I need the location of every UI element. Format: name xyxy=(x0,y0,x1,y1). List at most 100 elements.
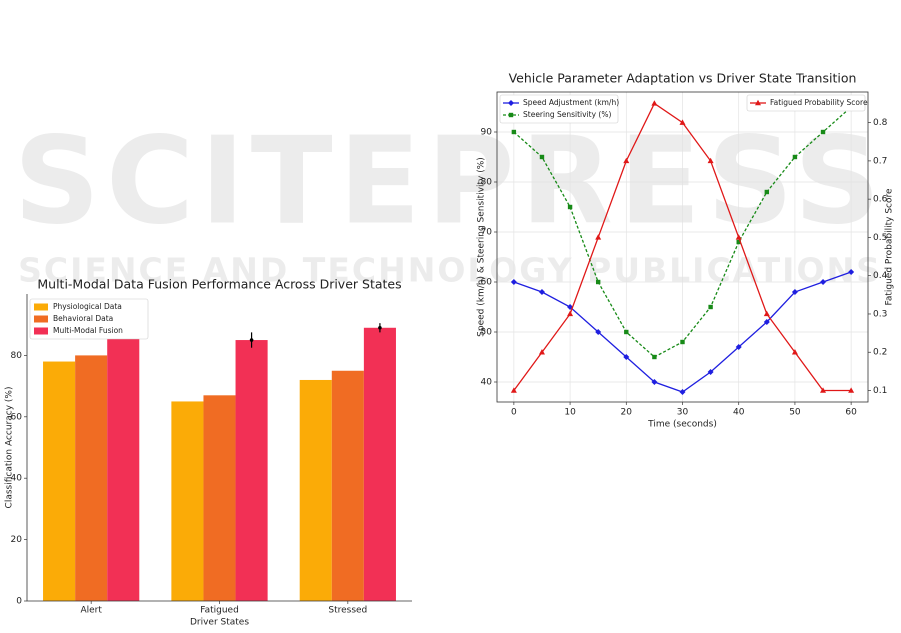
marker xyxy=(736,239,741,245)
y-tick-label: 90 xyxy=(481,128,493,138)
x-tick-label: 40 xyxy=(733,408,745,418)
x-axis-label: Driver States xyxy=(190,618,249,628)
marker xyxy=(510,387,517,393)
x-tick-label: Stressed xyxy=(328,606,367,616)
marker xyxy=(595,234,602,240)
legend-box xyxy=(29,298,149,340)
marker xyxy=(679,119,686,125)
marker xyxy=(567,310,574,317)
chart-title: Vehicle Parameter Adaptation vs Driver S… xyxy=(509,71,857,86)
y2-tick-label: 0.1 xyxy=(873,386,887,396)
x-tick-label: 30 xyxy=(677,408,689,418)
marker xyxy=(764,189,770,195)
y-tick-label: 50 xyxy=(481,328,493,338)
legend-label: Physiological Data xyxy=(53,302,122,311)
axes xyxy=(26,294,412,602)
marker xyxy=(595,279,601,285)
marker xyxy=(792,154,798,160)
x-tick-label: 20 xyxy=(621,408,633,418)
legend-swatch xyxy=(34,327,48,335)
y-tick-label: 20 xyxy=(11,535,23,545)
y-axis-label: Speed (km/h) & Steering Sensitivity (%) xyxy=(477,157,487,337)
marker xyxy=(680,339,685,345)
marker xyxy=(820,279,827,285)
marker xyxy=(652,354,657,360)
y2-tick-label: 0.5 xyxy=(873,233,887,243)
legend-label: Fatigued Probability Score xyxy=(770,98,868,107)
bar xyxy=(203,395,236,601)
y2-tick-label: 0.3 xyxy=(873,309,887,319)
error-point xyxy=(249,338,254,342)
bar xyxy=(171,401,204,601)
marker xyxy=(624,329,629,335)
y-tick-label: 80 xyxy=(481,178,493,188)
y2-tick-label: 0.4 xyxy=(873,271,888,281)
marker xyxy=(848,269,855,275)
marker xyxy=(820,387,827,393)
marker xyxy=(651,100,658,106)
marker xyxy=(791,289,798,295)
legend-label: Behavioral Data xyxy=(53,314,113,323)
y-tick-label: 40 xyxy=(481,378,493,388)
marker xyxy=(763,319,770,325)
y-tick-label: 80 xyxy=(11,351,23,361)
marker xyxy=(538,349,545,355)
marker xyxy=(735,344,742,350)
chart-title: Multi-Modal Data Fusion Performance Acro… xyxy=(37,277,401,292)
marker xyxy=(707,157,714,164)
marker xyxy=(848,387,855,393)
legend-label: Speed Adjustment (km/h) xyxy=(523,98,619,107)
x-axis-label: Time (seconds) xyxy=(647,420,717,430)
marker xyxy=(595,329,602,335)
legend-swatch xyxy=(34,303,48,311)
marker xyxy=(651,379,658,385)
marker xyxy=(538,289,545,295)
marker xyxy=(735,234,742,240)
x-tick-label: 10 xyxy=(564,408,576,418)
y-tick-label: 40 xyxy=(11,474,23,484)
bar xyxy=(331,370,364,601)
legend-label: Steering Sensitivity (%) xyxy=(523,110,611,119)
bar xyxy=(363,327,396,601)
marker xyxy=(791,349,798,355)
x-tick-label: Fatigued xyxy=(200,606,239,616)
x-tick-label: 0 xyxy=(511,408,517,418)
marker xyxy=(679,389,686,395)
marker xyxy=(623,157,630,164)
marker xyxy=(707,369,714,375)
marker xyxy=(510,279,517,285)
y2-axis-label: Fatigued Probability Score xyxy=(885,188,895,306)
legend-label: Multi-Modal Fusion xyxy=(53,326,123,335)
y-tick-label: 60 xyxy=(481,278,493,288)
watermark-subtitle: SCIENCE AND TECHNOLOGY PUBLICATIONS xyxy=(18,251,882,290)
x-tick-label: 60 xyxy=(845,408,857,418)
plot-frame xyxy=(496,91,869,403)
error-point xyxy=(378,325,382,330)
marker xyxy=(763,310,770,317)
legend-swatch xyxy=(34,315,48,323)
bar xyxy=(299,379,332,601)
y-axis-label: Classification Accuracy (%) xyxy=(5,387,15,509)
marker xyxy=(567,204,573,210)
bar xyxy=(107,318,140,601)
marker xyxy=(755,99,761,106)
marker xyxy=(708,304,713,310)
marker xyxy=(508,100,514,106)
x-tick-label: Alert xyxy=(80,606,102,616)
legend-box xyxy=(746,94,866,112)
y2-tick-label: 0.2 xyxy=(873,348,887,358)
marker xyxy=(511,129,517,135)
y2-tick-label: 0.6 xyxy=(873,195,888,205)
bar xyxy=(235,340,268,601)
y-tick-label: 70 xyxy=(481,228,493,238)
y-tick-label: 0 xyxy=(16,597,22,607)
x-tick-label: 50 xyxy=(789,408,801,418)
bar xyxy=(75,355,108,601)
marker xyxy=(539,154,545,160)
marker xyxy=(508,112,514,118)
marker xyxy=(623,354,630,360)
legend-box xyxy=(499,94,619,124)
bar xyxy=(43,361,76,601)
y2-tick-label: 0.8 xyxy=(873,118,888,128)
